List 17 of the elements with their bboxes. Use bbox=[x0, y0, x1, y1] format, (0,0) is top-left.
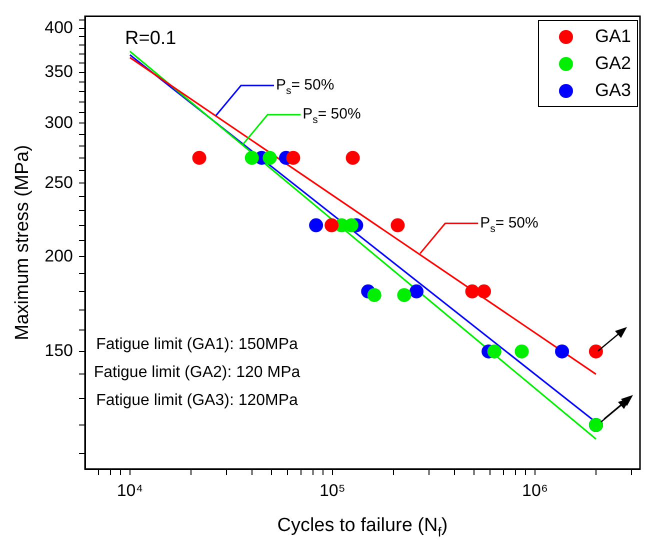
x-tick-label: 10⁴ bbox=[116, 480, 144, 500]
y-tick-label: 150 bbox=[44, 341, 73, 360]
y-axis-title: Maximum stress (MPa) bbox=[12, 144, 33, 340]
y-tick-label: 200 bbox=[44, 246, 73, 266]
annotation: Fatigue limit (GA3): 120MPa bbox=[96, 392, 298, 409]
annotation: R=0.1 bbox=[125, 28, 176, 50]
y-tick-label: 400 bbox=[44, 18, 73, 38]
annotation: Fatigue limit (GA2): 120 MPa bbox=[94, 364, 300, 381]
legend-label: GA3 bbox=[595, 79, 632, 102]
x-tick-label: 10⁶ bbox=[522, 480, 548, 500]
y-tick-label: 250 bbox=[44, 172, 73, 192]
legend-label: GA1 bbox=[595, 25, 632, 48]
legend-label: GA2 bbox=[595, 52, 632, 76]
y-tick-label: 350 bbox=[44, 62, 73, 82]
y-tick-label: 300 bbox=[44, 112, 73, 132]
x-tick-label: 10⁵ bbox=[319, 480, 346, 500]
annotation: Fatigue limit (GA1): 150MPa bbox=[96, 336, 298, 353]
